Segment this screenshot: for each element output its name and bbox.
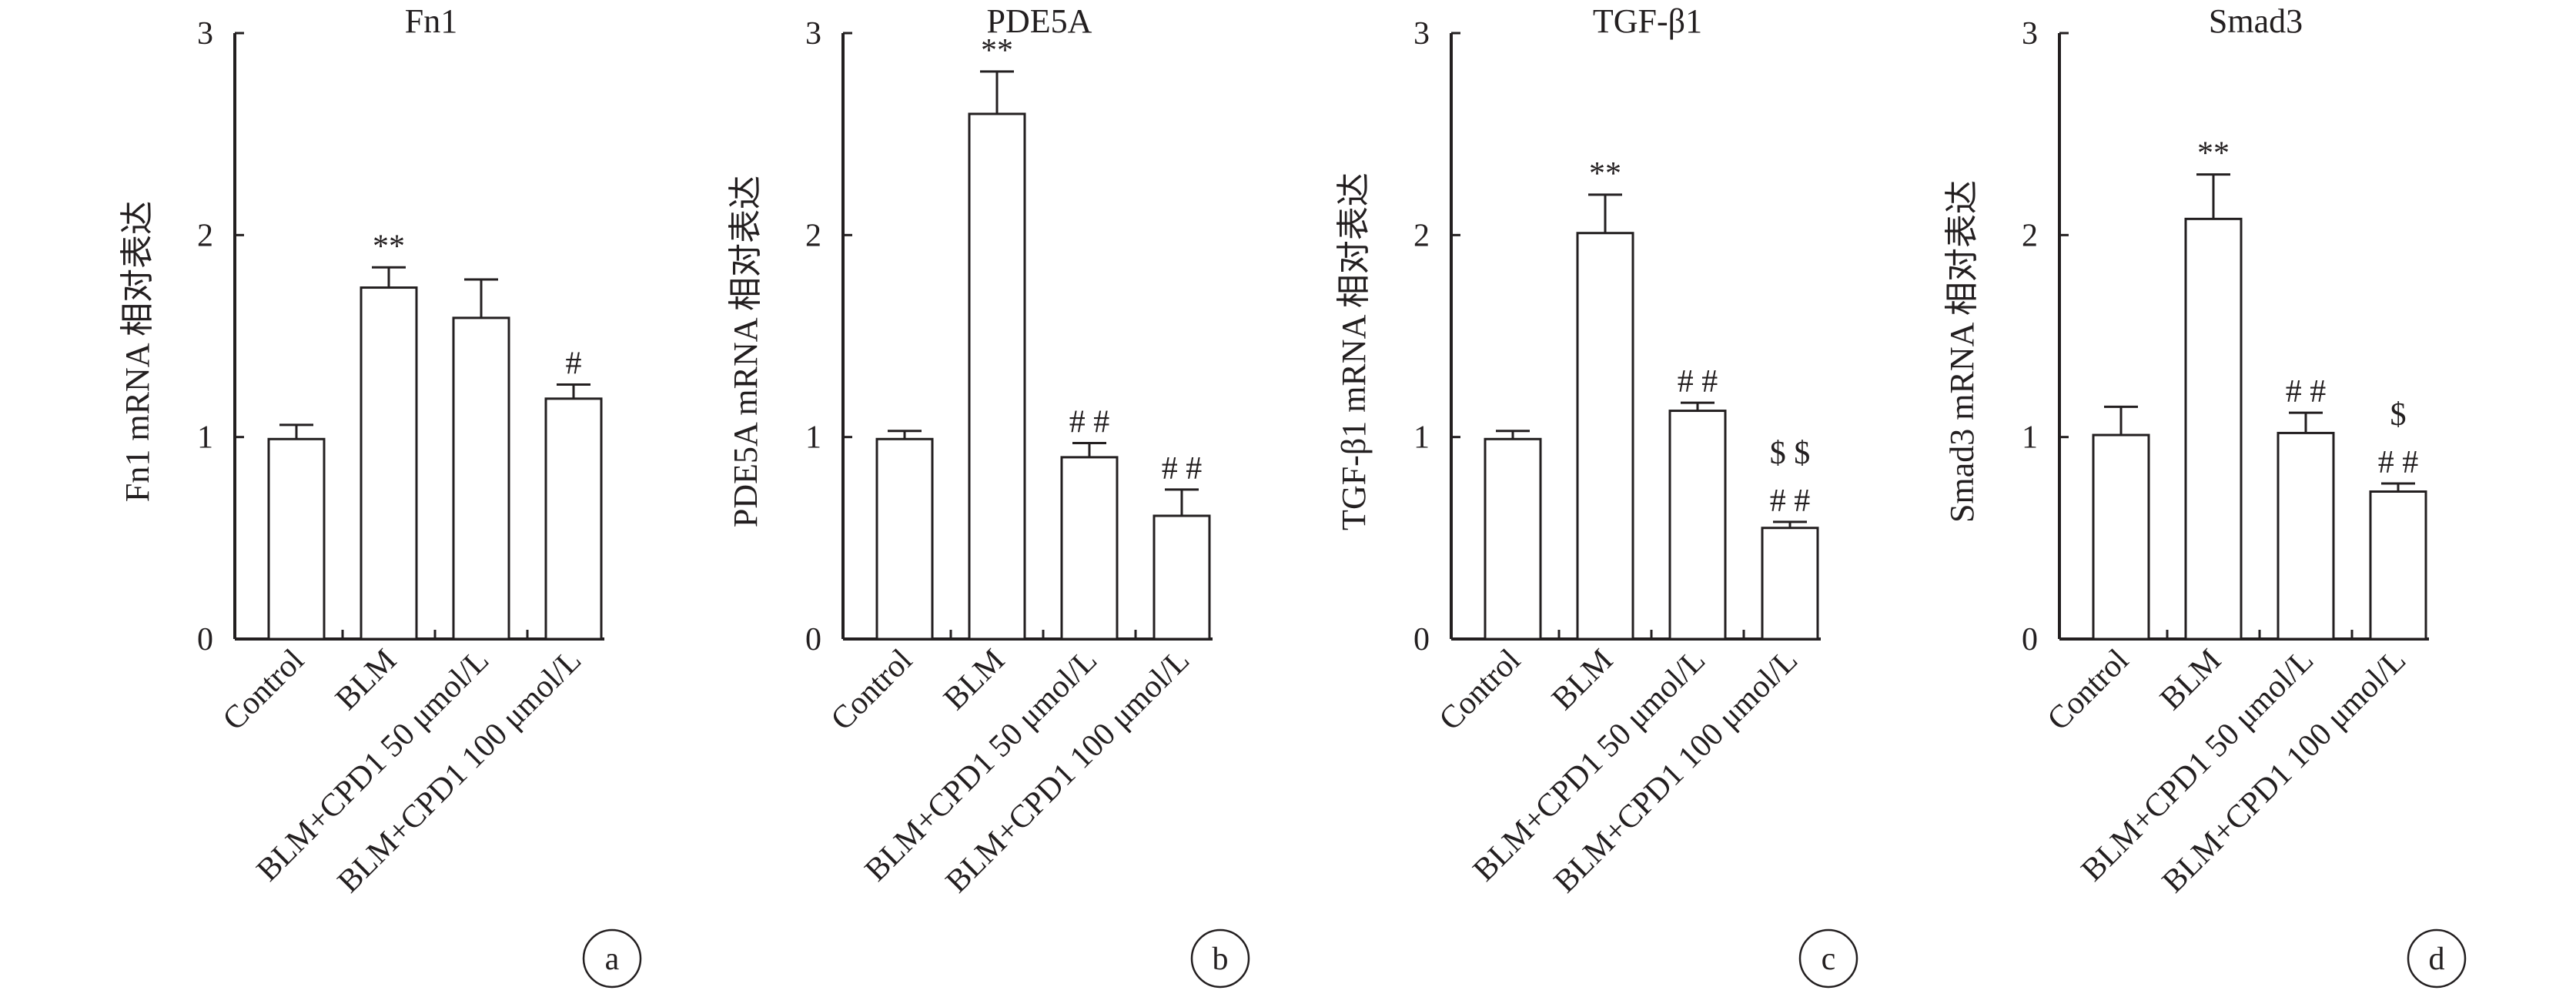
y-axis-label: PDE5A mRNA 相对表达 xyxy=(727,176,764,527)
category-label: BLM xyxy=(329,643,403,718)
panel-letter: d xyxy=(2429,942,2445,977)
y-tick-label: 0 xyxy=(197,622,213,657)
panel-letter-circle xyxy=(582,928,642,989)
category-label: BLM xyxy=(937,643,1012,718)
y-tick-label: 1 xyxy=(805,420,821,456)
significance-annotation: # # xyxy=(1162,451,1203,487)
y-tick-label: 2 xyxy=(2022,218,2038,253)
bar xyxy=(2092,433,2150,641)
chart-title: Fn1 xyxy=(405,2,457,40)
bar xyxy=(2277,431,2335,641)
y-tick-label: 0 xyxy=(2022,622,2038,657)
bar xyxy=(2369,490,2427,641)
significance-annotation: # # xyxy=(1069,405,1110,440)
significance-annotation: ** xyxy=(1589,156,1621,192)
panel-c: 0 1 2 3 TGF-β1 TGF-β1 mRNA 相对表达 Control ** BLM # … xyxy=(1335,2,1858,989)
bar xyxy=(544,397,603,641)
bar xyxy=(1153,514,1211,641)
panel-letter-circle xyxy=(1190,928,1250,989)
y-tick-label: 3 xyxy=(805,16,821,52)
significance-annotation: ** xyxy=(373,229,405,264)
bar xyxy=(1060,456,1119,641)
significance-annotation: # # xyxy=(2378,445,2419,480)
y-tick-label: 3 xyxy=(1413,16,1430,52)
y-tick-label: 2 xyxy=(1413,218,1430,253)
bar xyxy=(267,437,326,641)
significance-annotation: # # xyxy=(1678,364,1718,400)
chart-title: Smad3 xyxy=(2209,2,2303,40)
category-label: Control xyxy=(825,643,919,738)
bar xyxy=(452,316,510,641)
panel-letter: b xyxy=(1213,942,1229,977)
panel-letter-circle xyxy=(2407,928,2467,989)
significance-annotation: $ xyxy=(2390,397,2407,433)
y-tick-label: 3 xyxy=(197,16,213,52)
significance-annotation: ** xyxy=(2197,136,2230,172)
bar xyxy=(875,437,934,641)
bar xyxy=(1484,437,1542,641)
bar xyxy=(1668,410,1727,641)
y-tick-label: 0 xyxy=(805,622,821,657)
y-tick-label: 2 xyxy=(197,218,213,253)
y-tick-label: 1 xyxy=(1413,420,1430,456)
category-label: Control xyxy=(216,643,311,738)
y-tick-label: 1 xyxy=(197,420,213,456)
bar xyxy=(1576,232,1634,641)
panel-letter: a xyxy=(605,942,620,977)
significance-annotation: ** xyxy=(981,33,1013,69)
category-label: BLM xyxy=(2153,643,2228,718)
y-tick-label: 3 xyxy=(2022,16,2038,52)
bar xyxy=(2184,217,2243,641)
panel-letter: c xyxy=(1822,942,1836,977)
panel-letter-circle xyxy=(1798,928,1858,989)
category-label: Control xyxy=(1433,643,1527,738)
y-axis-label: Fn1 mRNA 相对表达 xyxy=(119,201,156,502)
significance-annotation: # # xyxy=(2286,374,2327,410)
bar xyxy=(1761,527,1819,641)
y-tick-label: 2 xyxy=(805,218,821,253)
chart-title: TGF-β1 xyxy=(1593,2,1702,40)
y-tick-label: 0 xyxy=(1413,622,1430,657)
y-axis-label: TGF-β1 mRNA 相对表达 xyxy=(1335,172,1373,530)
significance-annotation: $ $ xyxy=(1770,436,1811,471)
bar xyxy=(360,286,418,641)
chart-title: PDE5A xyxy=(987,2,1092,40)
significance-annotation: # # xyxy=(1770,483,1811,519)
significance-annotation: # xyxy=(566,346,582,381)
category-label: Control xyxy=(2041,643,2136,738)
y-axis-label: Smad3 mRNA 相对表达 xyxy=(1943,180,1981,523)
bar xyxy=(968,112,1026,641)
y-tick-label: 1 xyxy=(2022,420,2038,456)
category-label: BLM xyxy=(1545,643,1620,718)
